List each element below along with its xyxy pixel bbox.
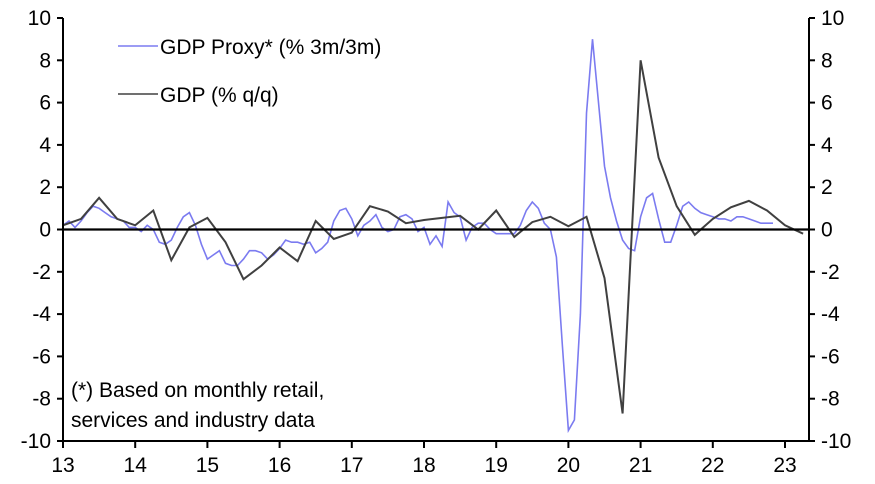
right-y-tick-label: -2 (821, 261, 840, 284)
x-tick-label: 17 (340, 454, 363, 477)
left-y-tick-label: 4 (39, 134, 51, 157)
footnote-line-2: services and industry data (71, 409, 315, 432)
right-y-tick-label: -6 (821, 345, 840, 368)
left-y-tick-label: -2 (32, 261, 51, 284)
x-tick-label: 18 (412, 454, 435, 477)
right-y-tick-label: 6 (821, 92, 833, 115)
left-y-tick-label: 2 (39, 176, 51, 199)
x-tick-label: 21 (629, 454, 652, 477)
legend-label-gdp: GDP (% q/q) (160, 84, 279, 107)
right-y-tick-label: 10 (821, 7, 844, 30)
x-tick-label: 15 (196, 454, 219, 477)
left-y-tick-label: 0 (39, 219, 51, 242)
right-y-tick-label: 0 (821, 219, 833, 242)
left-y-tick-label: -8 (32, 388, 51, 411)
right-y-tick-label: 4 (821, 134, 833, 157)
plot-lines (62, 39, 804, 434)
right-y-tick-label: -10 (821, 430, 851, 453)
legend-label-gdp-proxy: GDP Proxy* (% 3m/3m) (160, 36, 381, 59)
series-line-gdp (62, 60, 804, 414)
x-tick-label: 20 (557, 454, 580, 477)
right-y-tick-label: -4 (821, 303, 840, 326)
x-tick-label: 22 (701, 454, 724, 477)
left-y-tick-label: -10 (21, 430, 51, 453)
series-line-gdp-proxy (62, 39, 773, 434)
x-tick-label: 19 (485, 454, 508, 477)
footnote-line-1: (*) Based on monthly retail, (71, 379, 324, 402)
left-y-tick-label: 6 (39, 92, 51, 115)
left-y-tick-label: 10 (28, 7, 51, 30)
right-y-tick-label: 8 (821, 49, 833, 72)
footnote-annotation: (*) Based on monthly retail, services an… (71, 379, 324, 432)
x-tick-label: 14 (124, 454, 148, 477)
left-y-tick-label: 8 (39, 49, 51, 72)
right-y-tick-label: 2 (821, 176, 833, 199)
x-tick-label: 13 (51, 454, 74, 477)
left-y-tick-label: -6 (32, 345, 51, 368)
legend: GDP Proxy* (% 3m/3m) GDP (% q/q) (118, 36, 381, 107)
x-tick-label: 16 (268, 454, 291, 477)
right-y-tick-label: -8 (821, 388, 840, 411)
x-tick-label: 23 (773, 454, 796, 477)
left-y-tick-label: -4 (32, 303, 51, 326)
